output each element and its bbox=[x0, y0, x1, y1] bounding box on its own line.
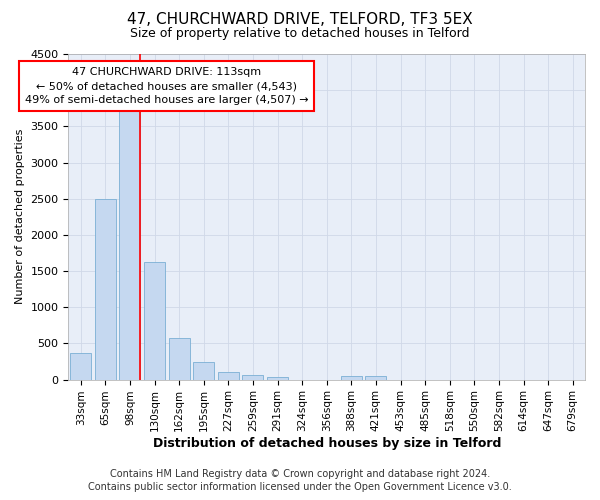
Bar bbox=[242, 375, 263, 380]
Bar bbox=[365, 376, 386, 380]
Text: Contains HM Land Registry data © Crown copyright and database right 2024.
Contai: Contains HM Land Registry data © Crown c… bbox=[88, 470, 512, 492]
Text: 47 CHURCHWARD DRIVE: 113sqm
← 50% of detached houses are smaller (4,543)
49% of : 47 CHURCHWARD DRIVE: 113sqm ← 50% of det… bbox=[25, 67, 308, 105]
Bar bbox=[95, 198, 116, 380]
Bar bbox=[341, 376, 362, 380]
Bar bbox=[70, 353, 91, 380]
Bar bbox=[169, 338, 190, 380]
Y-axis label: Number of detached properties: Number of detached properties bbox=[15, 129, 25, 304]
Bar bbox=[144, 262, 165, 380]
Text: 47, CHURCHWARD DRIVE, TELFORD, TF3 5EX: 47, CHURCHWARD DRIVE, TELFORD, TF3 5EX bbox=[127, 12, 473, 28]
X-axis label: Distribution of detached houses by size in Telford: Distribution of detached houses by size … bbox=[152, 437, 501, 450]
Text: Size of property relative to detached houses in Telford: Size of property relative to detached ho… bbox=[130, 28, 470, 40]
Bar bbox=[119, 110, 140, 380]
Bar bbox=[267, 376, 288, 380]
Bar bbox=[193, 362, 214, 380]
Bar bbox=[218, 372, 239, 380]
